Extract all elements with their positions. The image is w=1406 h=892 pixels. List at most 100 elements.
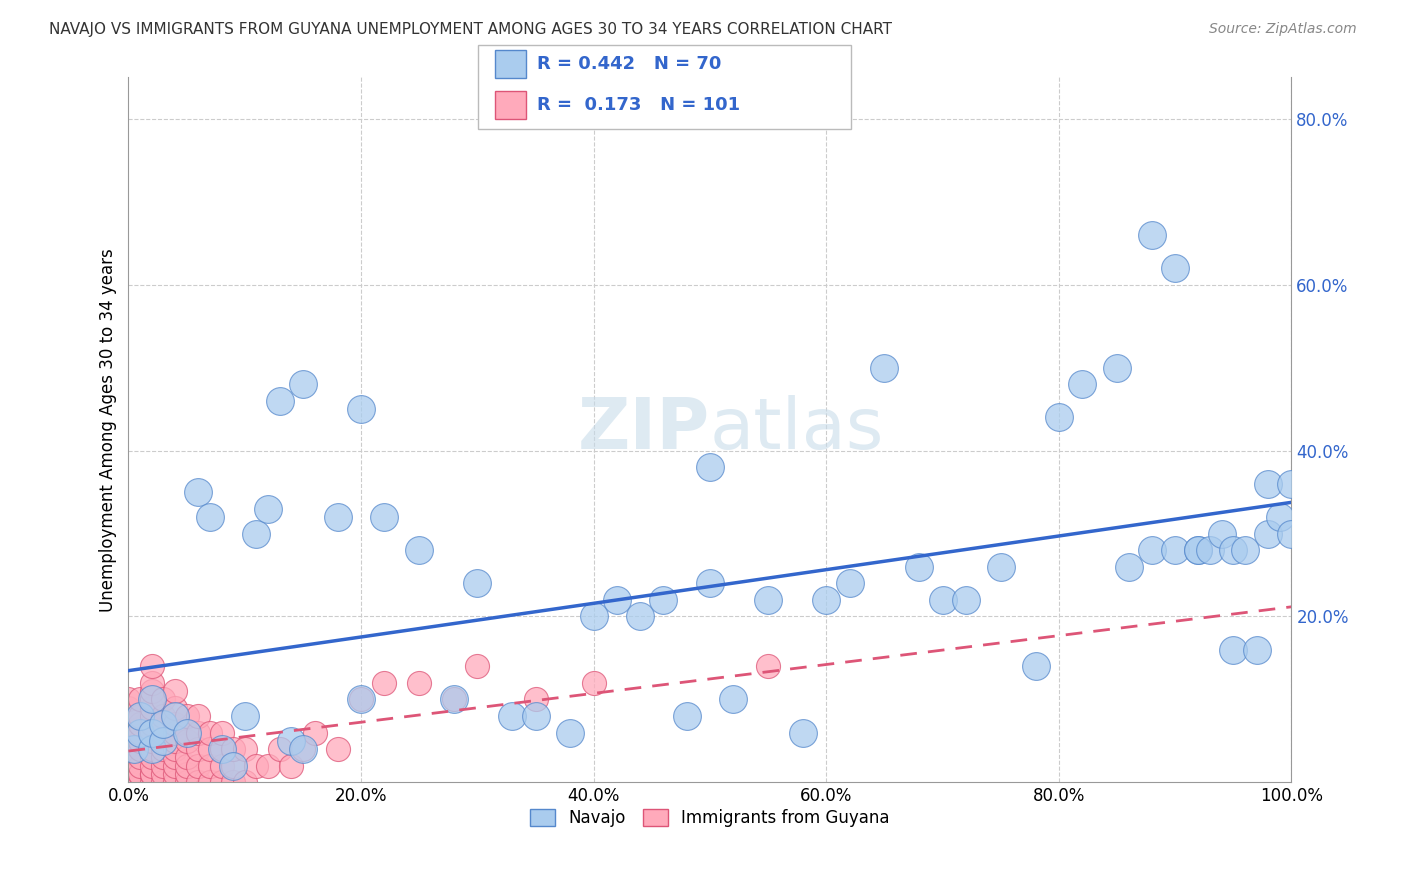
Point (152, 775, 174, 789)
Point (1071, 377, 1094, 392)
Point (129, 758, 152, 772)
Point (129, 767, 152, 781)
Text: R =  0.173   N = 101: R = 0.173 N = 101 (537, 96, 740, 114)
Point (304, 725, 326, 739)
Point (373, 676, 395, 690)
Point (955, 593, 977, 607)
Point (233, 775, 256, 789)
Point (467, 659, 489, 673)
Point (163, 684, 186, 698)
Point (187, 775, 209, 789)
Point (1118, 559, 1140, 574)
Point (990, 559, 1012, 574)
Point (931, 593, 953, 607)
Point (350, 692, 373, 706)
Point (141, 692, 163, 706)
Point (501, 709, 523, 723)
Point (467, 576, 489, 591)
Point (152, 734, 174, 748)
Point (163, 750, 186, 764)
Point (1257, 526, 1279, 541)
Point (211, 725, 233, 739)
Point (163, 767, 186, 781)
Point (443, 692, 465, 706)
Point (198, 742, 221, 756)
Point (291, 742, 314, 756)
Point (699, 460, 721, 475)
Point (176, 750, 198, 764)
Point (373, 510, 395, 524)
Point (908, 559, 931, 574)
Point (269, 742, 291, 756)
Text: atlas: atlas (710, 395, 884, 465)
Point (141, 767, 163, 781)
Point (443, 692, 465, 706)
Point (163, 717, 186, 731)
Point (606, 593, 628, 607)
Point (152, 717, 174, 731)
Point (222, 758, 245, 772)
Point (141, 742, 163, 756)
Point (792, 725, 814, 739)
Point (257, 758, 280, 772)
Point (117, 692, 139, 706)
Point (245, 526, 267, 541)
Point (1105, 360, 1128, 375)
Point (198, 775, 221, 789)
Point (117, 758, 139, 772)
Text: Source: ZipAtlas.com: Source: ZipAtlas.com (1209, 22, 1357, 37)
Point (582, 676, 605, 690)
Point (117, 717, 139, 731)
Point (176, 758, 198, 772)
Point (129, 725, 152, 739)
Point (152, 725, 174, 739)
Point (187, 485, 209, 500)
Point (141, 750, 163, 764)
Point (129, 725, 152, 739)
Point (211, 775, 233, 789)
Point (838, 576, 860, 591)
Point (176, 767, 198, 781)
Point (1047, 410, 1070, 425)
Point (1187, 543, 1209, 558)
Point (560, 725, 582, 739)
Point (233, 709, 256, 723)
Point (524, 709, 547, 723)
Point (245, 758, 267, 772)
Point (129, 692, 152, 706)
Point (163, 742, 186, 756)
Point (117, 750, 139, 764)
Point (524, 692, 547, 706)
Point (141, 717, 163, 731)
Point (176, 725, 198, 739)
Point (129, 717, 152, 731)
Point (117, 709, 139, 723)
Point (187, 742, 209, 756)
Point (408, 676, 430, 690)
Legend: Navajo, Immigrants from Guyana: Navajo, Immigrants from Guyana (523, 803, 896, 834)
Point (582, 609, 605, 624)
Point (141, 659, 163, 673)
Point (176, 775, 198, 789)
Point (152, 750, 174, 764)
Y-axis label: Unemployment Among Ages 30 to 34 years: Unemployment Among Ages 30 to 34 years (100, 248, 117, 612)
Point (1140, 543, 1163, 558)
Point (211, 742, 233, 756)
Point (815, 593, 838, 607)
Point (117, 758, 139, 772)
Point (141, 775, 163, 789)
Point (117, 734, 139, 748)
Point (675, 709, 697, 723)
Point (163, 775, 186, 789)
Point (163, 700, 186, 714)
Point (1164, 261, 1187, 276)
Point (176, 734, 198, 748)
Point (117, 742, 139, 756)
Point (1233, 543, 1256, 558)
Point (1025, 659, 1047, 673)
Point (117, 775, 139, 789)
Point (291, 377, 314, 392)
Point (211, 742, 233, 756)
Point (756, 593, 779, 607)
Point (141, 692, 163, 706)
